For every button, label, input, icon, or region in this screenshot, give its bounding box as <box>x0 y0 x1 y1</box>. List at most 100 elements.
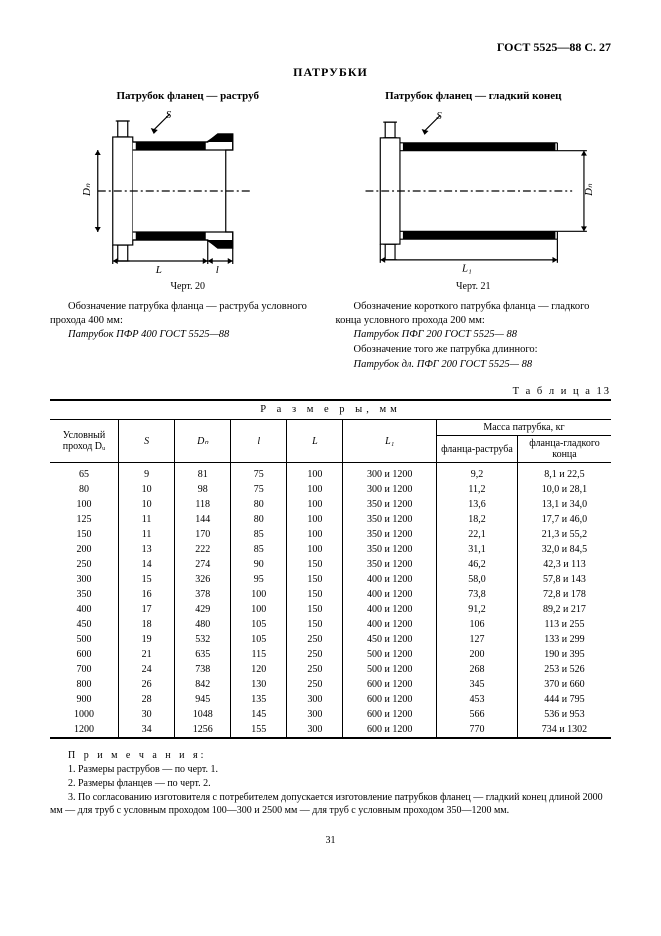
svg-text:L: L <box>155 264 162 276</box>
table-cell: 300 и 1200 <box>343 482 437 497</box>
table-cell: 21 <box>119 647 175 662</box>
table-caption: Р а з м е р ы, мм <box>50 399 611 415</box>
table-cell: 145 <box>231 707 287 722</box>
table-cell: 532 <box>175 632 231 647</box>
table-cell: 8,1 и 22,5 <box>517 463 611 483</box>
table-cell: 11,2 <box>436 482 517 497</box>
table-cell: 600 <box>50 647 119 662</box>
table-cell: 13,1 и 34,0 <box>517 497 611 512</box>
table-cell: 738 <box>175 662 231 677</box>
table-cell: 10 <box>119 482 175 497</box>
table-cell: 350 и 1200 <box>343 512 437 527</box>
table-cell: 105 <box>231 617 287 632</box>
table-cell: 400 и 1200 <box>343 602 437 617</box>
th-dn: Dₙ <box>175 420 231 463</box>
table-cell: 75 <box>231 463 287 483</box>
table-cell: 350 и 1200 <box>343 527 437 542</box>
figure-left-title: Патрубок фланец — раструб <box>50 90 326 102</box>
table-cell: 350 и 1200 <box>343 542 437 557</box>
table-cell: 31,1 <box>436 542 517 557</box>
table-cell: 400 и 1200 <box>343 587 437 602</box>
table-cell: 150 <box>287 572 343 587</box>
table-cell: 250 <box>287 647 343 662</box>
table-cell: 566 <box>436 707 517 722</box>
table-cell: 326 <box>175 572 231 587</box>
drawing-left-icon: Dₙ L l S <box>50 106 326 276</box>
table-cell: 1256 <box>175 722 231 738</box>
table-cell: 58,0 <box>436 572 517 587</box>
table-cell: 250 <box>287 677 343 692</box>
svg-text:l: l <box>216 264 219 276</box>
table-cell: 118 <box>175 497 231 512</box>
table-cell: 100 <box>50 497 119 512</box>
table-cell: 13 <box>119 542 175 557</box>
table-cell: 135 <box>231 692 287 707</box>
table-cell: 450 <box>50 617 119 632</box>
table-cell: 113 и 255 <box>517 617 611 632</box>
table-cell: 65 <box>50 463 119 483</box>
table-cell: 350 <box>50 587 119 602</box>
table-cell: 18,2 <box>436 512 517 527</box>
table-cell: 42,3 и 113 <box>517 557 611 572</box>
table-row: 50019532105250450 и 1200127133 и 299 <box>50 632 611 647</box>
desc-right-line2: Патрубок ПФГ 200 ГОСТ 5525— 88 <box>336 328 612 342</box>
table-cell: 100 <box>287 527 343 542</box>
table-row: 1200341256155300600 и 1200770734 и 1302 <box>50 722 611 738</box>
drawing-right-icon: Dₙ L₁ S <box>336 106 612 276</box>
table-cell: 133 и 299 <box>517 632 611 647</box>
table-cell: 95 <box>231 572 287 587</box>
table-cell: 30 <box>119 707 175 722</box>
table-cell: 200 <box>436 647 517 662</box>
table-cell: 89,2 и 217 <box>517 602 611 617</box>
table-cell: 32,0 и 84,5 <box>517 542 611 557</box>
table-cell: 480 <box>175 617 231 632</box>
table-cell: 100 <box>287 512 343 527</box>
table-cell: 1000 <box>50 707 119 722</box>
table-row: 35016378100150400 и 120073,872,8 и 178 <box>50 587 611 602</box>
table-row: 1251114480100350 и 120018,217,7 и 46,0 <box>50 512 611 527</box>
th-mass-gladk: фланца-гладкого конца <box>517 436 611 463</box>
table-cell: 300 <box>287 707 343 722</box>
th-L: L <box>287 420 343 463</box>
table-cell: 250 <box>50 557 119 572</box>
table-cell: 14 <box>119 557 175 572</box>
table-cell: 600 и 1200 <box>343 692 437 707</box>
table-cell: 98 <box>175 482 231 497</box>
table-cell: 170 <box>175 527 231 542</box>
table-cell: 100 <box>287 463 343 483</box>
table-cell: 734 и 1302 <box>517 722 611 738</box>
table-row: 90028945135300600 и 1200453444 и 795 <box>50 692 611 707</box>
table-cell: 842 <box>175 677 231 692</box>
table-cell: 16 <box>119 587 175 602</box>
note-1: 1. Размеры раструбов — по черт. 1. <box>50 763 611 776</box>
table-cell: 106 <box>436 617 517 632</box>
table-cell: 125 <box>50 512 119 527</box>
table-cell: 100 <box>287 497 343 512</box>
table-cell: 450 и 1200 <box>343 632 437 647</box>
notes-head: П р и м е ч а н и я: <box>50 749 611 762</box>
table-cell: 72,8 и 178 <box>517 587 611 602</box>
table-cell: 75 <box>231 482 287 497</box>
th-L1: L₁ <box>343 420 437 463</box>
table-cell: 1048 <box>175 707 231 722</box>
table-body: 6598175100300 и 12009,28,1 и 22,58010987… <box>50 463 611 739</box>
table-cell: 150 <box>50 527 119 542</box>
table-cell: 600 и 1200 <box>343 707 437 722</box>
note-2: 2. Размеры фланцев — по черт. 2. <box>50 777 611 790</box>
table-cell: 80 <box>231 512 287 527</box>
table-cell: 250 <box>287 632 343 647</box>
table-row: 1001011880100350 и 120013,613,1 и 34,0 <box>50 497 611 512</box>
table-row: 6598175100300 и 12009,28,1 и 22,5 <box>50 463 611 483</box>
table-cell: 80 <box>231 497 287 512</box>
table-cell: 13,6 <box>436 497 517 512</box>
table-cell: 11 <box>119 527 175 542</box>
table-cell: 378 <box>175 587 231 602</box>
desc-left: Обозначение патрубка фланца — раструба у… <box>50 300 326 372</box>
th-s: S <box>119 420 175 463</box>
table-cell: 500 и 1200 <box>343 662 437 677</box>
th-mass: Масса патрубка, кг <box>436 420 611 436</box>
table-cell: 17 <box>119 602 175 617</box>
main-title: ПАТРУБКИ <box>50 65 611 80</box>
table-cell: 155 <box>231 722 287 738</box>
table-cell: 500 <box>50 632 119 647</box>
